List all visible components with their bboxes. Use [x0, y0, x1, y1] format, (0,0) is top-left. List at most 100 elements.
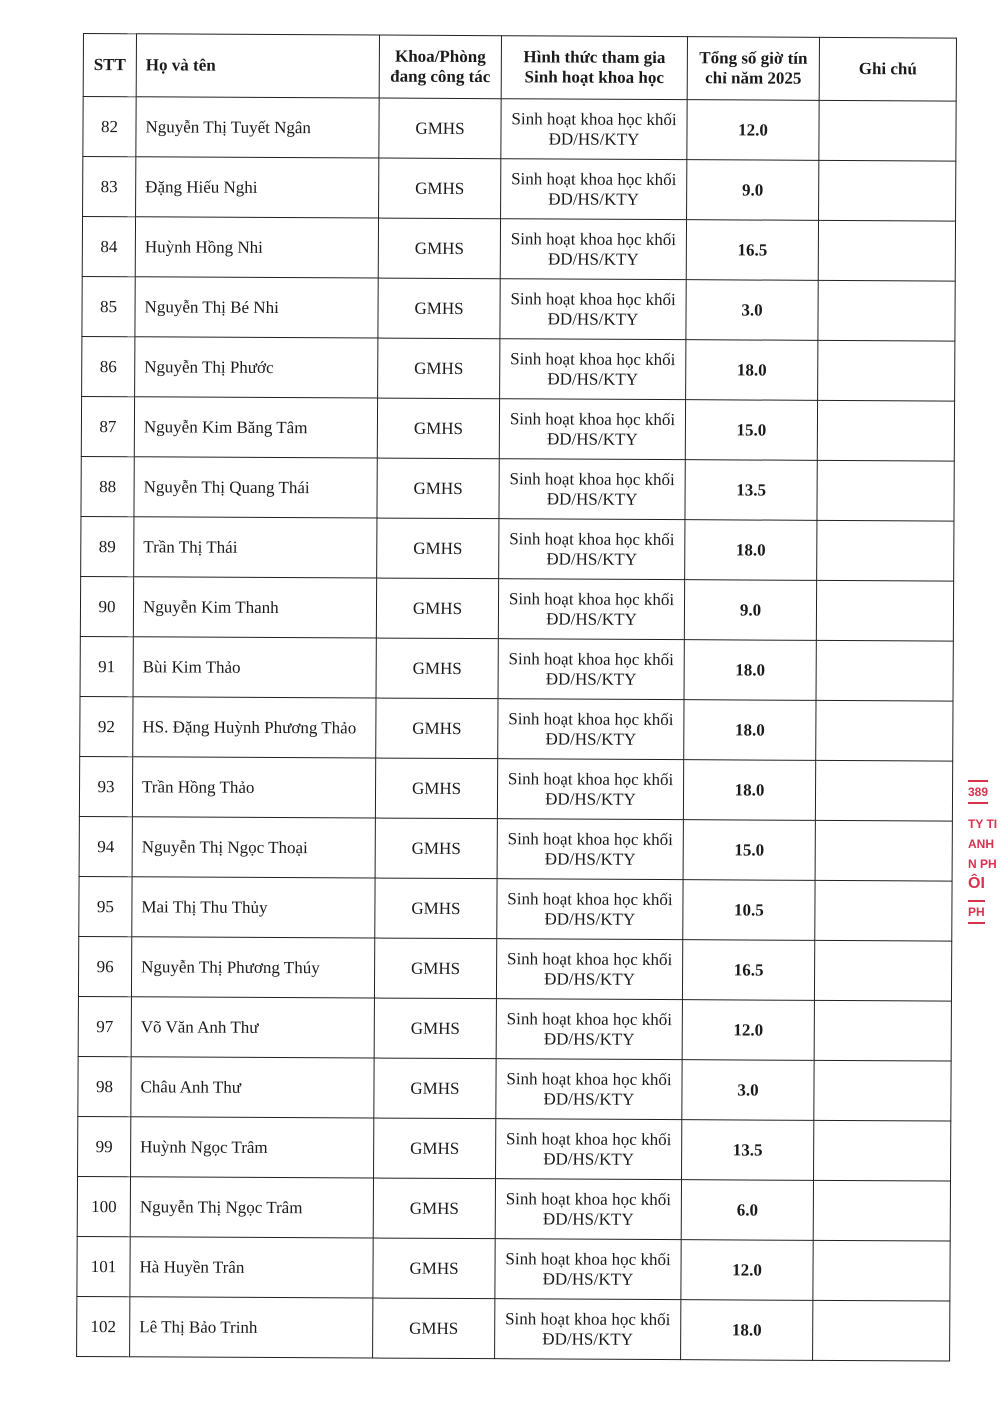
cell-stt: 91: [80, 636, 134, 697]
table-row: 99 Huỳnh Ngọc Trâm GMHS Sinh hoạt khoa học …: [77, 1116, 951, 1182]
cell-note: [816, 640, 954, 702]
cell-dept: GMHS: [376, 578, 499, 639]
cell-hours: 9.0: [684, 579, 817, 641]
cell-form: Sinh hoạt khoa học khối ĐD/HS/KTY: [500, 98, 688, 160]
cell-note: [815, 700, 954, 762]
cell-hours: 18.0: [683, 699, 817, 761]
cell-dept: GMHS: [373, 1178, 496, 1239]
cell-name: Huỳnh Ngọc Trâm: [130, 1116, 374, 1179]
cell-stt: 83: [82, 156, 136, 217]
cell-hours: 12.0: [680, 1239, 814, 1301]
cell-name: Bùi Kim Thảo: [133, 636, 377, 699]
cell-stt: 86: [81, 336, 135, 397]
cell-note: [816, 520, 954, 582]
table-row: 97 Võ Văn Anh Thư GMHS Sinh hoạt khoa học k…: [78, 996, 952, 1062]
cell-name: Lê Thị Bảo Trinh: [129, 1296, 373, 1359]
cell-note: [812, 1240, 951, 1302]
cell-name: Huỳnh Hồng Nhi: [135, 216, 379, 279]
table-row: 98 Châu Anh Thư GMHS Sinh hoạt khoa học khố…: [77, 1056, 952, 1122]
cell-note: [816, 580, 954, 642]
cell-note: [814, 880, 953, 942]
cell-dept: GMHS: [375, 758, 498, 819]
cell-hours: 18.0: [685, 339, 818, 401]
cell-dept: GMHS: [372, 1298, 495, 1359]
cell-form: Sinh hoạt khoa học khối ĐD/HS/KTY: [496, 938, 683, 1000]
table-row: 87 Nguyễn Kim Băng Tâm GMHS Sinh hoạt khoa …: [81, 396, 955, 462]
cell-dept: GMHS: [374, 938, 497, 999]
cell-name: Trần Hồng Thảo: [132, 756, 376, 819]
cell-hours: 9.0: [686, 159, 819, 221]
cell-name: Hà Huyền Trân: [129, 1236, 374, 1299]
credit-hours-table: STT Họ và tên Khoa/Phòng đang công tác H…: [76, 33, 957, 1362]
cell-hours: 10.5: [682, 879, 816, 941]
cell-note: [814, 940, 952, 1002]
cell-note: [812, 1300, 950, 1362]
cell-form: Sinh hoạt khoa học khối ĐD/HS/KTY: [498, 638, 685, 700]
cell-hours: 15.0: [683, 819, 816, 881]
cell-dept: GMHS: [378, 98, 502, 159]
table-row: 92 HS. Đặng Huỳnh Phương Thảo GMHS Sinh hoạ…: [79, 696, 954, 762]
cell-stt: 85: [81, 276, 136, 337]
cell-hours: 18.0: [684, 519, 817, 581]
cell-dept: GMHS: [376, 518, 499, 579]
cell-stt: 84: [82, 216, 136, 277]
cell-form: Sinh hoạt khoa học khối ĐD/HS/KTY: [495, 1118, 682, 1180]
cell-form: Sinh hoạt khoa học khối ĐD/HS/KTY: [499, 338, 686, 400]
header-dept: Khoa/Phòng đang công tác: [379, 35, 502, 99]
table-row: 90 Nguyễn Kim Thanh GMHS Sinh hoạt khoa học…: [80, 576, 954, 642]
cell-hours: 12.0: [686, 99, 820, 161]
cell-name: Châu Anh Thư: [130, 1056, 375, 1119]
cell-stt: 99: [77, 1116, 131, 1177]
cell-hours: 18.0: [680, 1299, 813, 1361]
cell-dept: GMHS: [373, 1118, 496, 1179]
cell-note: [814, 1000, 952, 1062]
cell-dept: GMHS: [375, 698, 499, 759]
header-form: Hình thức tham gia Sinh hoạt khoa học: [501, 35, 688, 100]
cell-note: [815, 760, 953, 822]
cell-note: [815, 820, 953, 882]
cell-name: Nguyễn Thị Phước: [134, 336, 378, 399]
cell-form: Sinh hoạt khoa học khối ĐD/HS/KTY: [496, 998, 683, 1060]
cell-note: [816, 460, 955, 522]
cell-form: Sinh hoạt khoa học khối ĐD/HS/KTY: [498, 458, 686, 520]
table-row: 100 Nguyễn Thị Ngọc Trâm GMHS Sinh hoạt kho…: [77, 1176, 951, 1242]
cell-hours: 3.0: [685, 279, 819, 341]
cell-note: [817, 340, 955, 402]
cell-stt: 87: [81, 396, 135, 457]
table-row: 82 Nguyễn Thị Tuyết Ngân GMHS Sinh hoạt kho…: [82, 96, 957, 162]
cell-hours: 18.0: [684, 639, 817, 701]
cell-form: Sinh hoạt khoa học khối ĐD/HS/KTY: [495, 1178, 682, 1240]
cell-stt: 95: [78, 876, 133, 937]
cell-stt: 97: [78, 996, 132, 1057]
cell-stt: 92: [79, 696, 134, 757]
cell-stt: 90: [80, 576, 134, 637]
cell-note: [813, 1120, 951, 1182]
table-row: 83 Đặng Hiếu Nghi GMHS Sinh hoạt khoa học k…: [82, 156, 956, 222]
table-row: 93 Trần Hồng Thảo GMHS Sinh hoạt khoa học k…: [79, 756, 953, 822]
cell-form: Sinh hoạt khoa học khối ĐD/HS/KTY: [499, 398, 686, 460]
cell-form: Sinh hoạt khoa học khối ĐD/HS/KTY: [497, 698, 685, 760]
header-note: Ghi chú: [819, 37, 957, 102]
cell-hours: 3.0: [681, 1059, 815, 1121]
cell-hours: 16.5: [686, 219, 819, 281]
cell-note: [818, 220, 956, 282]
table-row: 96 Nguyễn Thị Phương Thúy GMHS Sinh hoạt kh…: [78, 936, 952, 1002]
cell-note: [813, 1060, 952, 1122]
cell-stt: 102: [76, 1296, 130, 1357]
cell-dept: GMHS: [378, 218, 501, 279]
cell-dept: GMHS: [374, 998, 497, 1059]
cell-note: [818, 100, 957, 162]
cell-form: Sinh hoạt khoa học khối ĐD/HS/KTY: [494, 1238, 682, 1300]
table-row: 101 Hà Huyền Trân GMHS Sinh hoạt khoa học k…: [76, 1236, 951, 1302]
cell-form: Sinh hoạt khoa học khối ĐD/HS/KTY: [498, 578, 685, 640]
cell-form: Sinh hoạt khoa học khối ĐD/HS/KTY: [499, 278, 687, 340]
cell-stt: 101: [76, 1236, 131, 1297]
cell-form: Sinh hoạt khoa học khối ĐD/HS/KTY: [496, 878, 684, 940]
cell-hours: 13.5: [681, 1119, 814, 1181]
cell-name: Nguyễn Thị Ngọc Thoại: [132, 816, 376, 879]
table-row: 95 Mai Thị Thu Thủy GMHS Sinh hoạt khoa học…: [78, 876, 953, 942]
cell-stt: 93: [79, 756, 133, 817]
cell-dept: GMHS: [376, 458, 500, 519]
cell-note: [817, 280, 956, 342]
cell-name: Mai Thị Thu Thủy: [131, 876, 376, 939]
